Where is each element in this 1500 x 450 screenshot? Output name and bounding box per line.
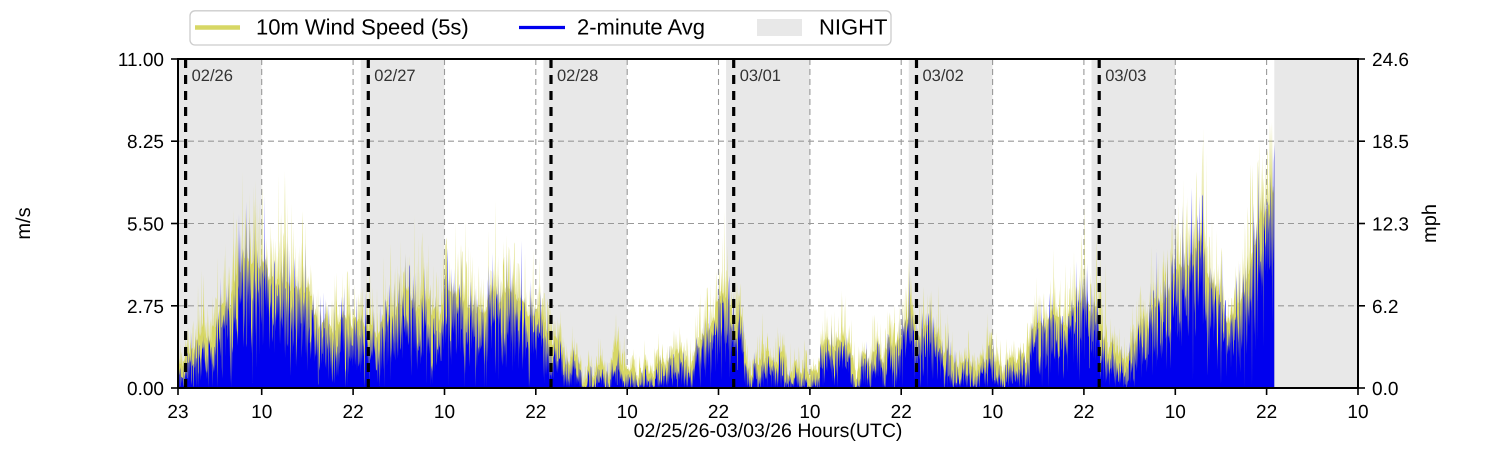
svg-text:10: 10 — [251, 402, 272, 423]
svg-text:10: 10 — [1347, 402, 1368, 423]
svg-text:11.00: 11.00 — [118, 50, 164, 71]
svg-text:02/27: 02/27 — [374, 67, 415, 85]
svg-text:18.5: 18.5 — [1372, 132, 1409, 153]
svg-text:22: 22 — [525, 402, 546, 423]
svg-text:NIGHT: NIGHT — [819, 15, 887, 40]
svg-text:6.2: 6.2 — [1372, 297, 1398, 318]
svg-text:03/01: 03/01 — [740, 67, 781, 85]
svg-text:24.6: 24.6 — [1372, 50, 1409, 71]
svg-text:22: 22 — [1073, 402, 1094, 423]
svg-text:5.50: 5.50 — [127, 215, 164, 236]
svg-text:10: 10 — [1165, 402, 1186, 423]
svg-text:8.25: 8.25 — [127, 132, 164, 153]
svg-text:22: 22 — [343, 402, 364, 423]
svg-text:02/28: 02/28 — [557, 67, 598, 85]
svg-text:02/25/26-03/03/26 Hours(UTC): 02/25/26-03/03/26 Hours(UTC) — [634, 420, 903, 442]
svg-text:03/02: 03/02 — [923, 67, 964, 85]
svg-text:mph: mph — [1419, 204, 1441, 243]
svg-text:03/03: 03/03 — [1105, 67, 1146, 85]
svg-text:10: 10 — [434, 402, 455, 423]
svg-text:02/26: 02/26 — [192, 67, 233, 85]
svg-text:23: 23 — [167, 402, 188, 423]
svg-text:10m Wind Speed (5s): 10m Wind Speed (5s) — [256, 15, 469, 40]
svg-text:12.3: 12.3 — [1372, 215, 1409, 236]
svg-text:0.0: 0.0 — [1372, 379, 1398, 400]
svg-text:2-minute Avg: 2-minute Avg — [577, 15, 705, 40]
svg-text:2.75: 2.75 — [127, 297, 164, 318]
svg-text:m/s: m/s — [13, 207, 35, 239]
svg-text:10: 10 — [982, 402, 1003, 423]
svg-text:22: 22 — [1256, 402, 1277, 423]
svg-text:0.00: 0.00 — [127, 379, 164, 400]
